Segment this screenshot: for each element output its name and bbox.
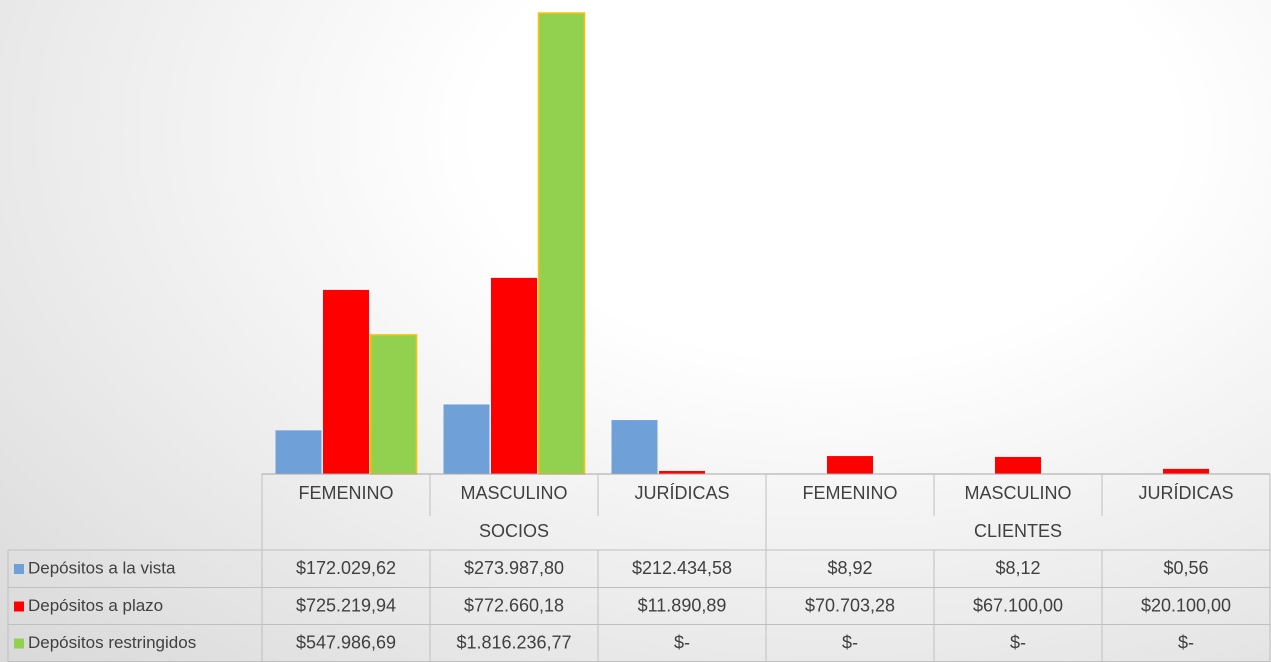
legend-swatch: [14, 564, 24, 574]
value-label: $172.029,62: [296, 558, 396, 578]
value-label: $1.816.236,77: [456, 632, 571, 652]
category-label: JURÍDICAS: [1138, 483, 1233, 503]
value-label: $-: [1010, 632, 1026, 652]
legend-swatch: [14, 601, 24, 612]
group-label: SOCIOS: [479, 521, 549, 541]
bar: [537, 12, 586, 475]
value-label: $11.890,89: [638, 595, 727, 615]
group-label: CLIENTES: [974, 521, 1062, 541]
bar: [275, 430, 322, 474]
legend-label: Depósitos restringidos: [28, 633, 196, 652]
value-label: $67.100,00: [973, 595, 1063, 615]
bar: [611, 420, 658, 474]
legend-label: Depósitos a la vista: [28, 558, 176, 577]
value-label: $8,12: [995, 558, 1040, 578]
value-label: $725.219,94: [296, 595, 396, 615]
bar: [995, 456, 1041, 474]
category-label: FEMENINO: [802, 483, 897, 503]
bar: [443, 404, 490, 474]
value-label: $70.703,28: [805, 595, 895, 615]
value-label: $273.987,80: [464, 558, 564, 578]
bar: [1163, 468, 1209, 474]
value-label: $8,92: [827, 558, 872, 578]
category-label: JURÍDICAS: [634, 483, 729, 503]
legend-swatch: [14, 638, 24, 649]
bar: [491, 277, 537, 474]
value-label: $-: [674, 632, 690, 652]
value-label: $-: [842, 632, 858, 652]
bar: [659, 470, 705, 474]
bar: [369, 334, 418, 475]
bar: [827, 456, 873, 474]
category-label: FEMENINO: [298, 483, 393, 503]
value-label: $0,56: [1163, 558, 1208, 578]
value-label: $772.660,18: [464, 595, 564, 615]
legend-label: Depósitos a plazo: [28, 596, 163, 615]
category-label: MASCULINO: [964, 483, 1071, 503]
value-label: $-: [1178, 632, 1194, 652]
category-label: MASCULINO: [460, 483, 567, 503]
bar: [323, 289, 369, 474]
value-label: $20.100,00: [1141, 595, 1231, 615]
value-label: $547.986,69: [296, 632, 396, 652]
value-label: $212.434,58: [632, 558, 732, 578]
